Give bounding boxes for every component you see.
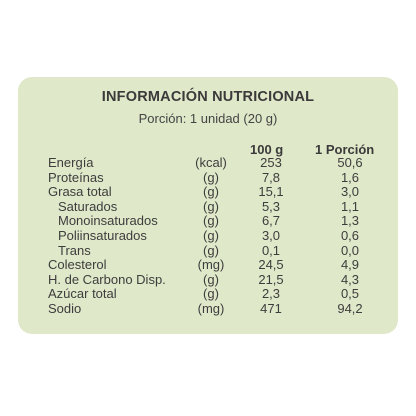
value-portion: 0,6 <box>340 227 360 243</box>
value-portion: 0,5 <box>340 286 360 302</box>
nutrient-row-sodio: Sodio (mg) 471 94,2 <box>18 300 398 317</box>
value-100g: 6,7 <box>261 213 281 229</box>
nutrient-name: Sodio <box>48 300 82 316</box>
value-portion: 3,0 <box>340 184 360 200</box>
nutrient-unit: (g) <box>203 242 219 258</box>
nutrient-unit: (g) <box>203 184 219 200</box>
column-header-100g: 100 g <box>250 142 284 157</box>
nutrient-unit: (mg) <box>197 257 225 273</box>
nutrient-name: Azúcar total <box>48 286 117 302</box>
value-100g: 2,3 <box>261 286 281 302</box>
nutrient-row-proteinas: Proteínas (g) 7,8 1,6 <box>18 169 398 186</box>
nutrient-unit: (g) <box>203 213 219 229</box>
nutrient-row-trans: Trans (g) 0,1 0,0 <box>18 242 398 259</box>
value-portion: 94,2 <box>337 300 363 316</box>
value-100g: 21,5 <box>258 271 284 287</box>
nutrient-unit: (kcal) <box>195 155 227 170</box>
value-portion: 1,1 <box>340 198 360 214</box>
value-100g: 253 <box>260 155 282 170</box>
portion-size: Porción: 1 unidad (20 g) <box>138 111 278 126</box>
nutrient-row-energia: Energía (kcal) 253 50,6 <box>18 155 398 171</box>
column-header-portion: 1 Porción <box>315 142 375 157</box>
nutrient-unit: (mg) <box>197 300 225 316</box>
value-100g: 3,0 <box>261 227 281 243</box>
nutrient-name: Poliinsaturados <box>58 227 147 243</box>
nutrient-name: Saturados <box>58 198 118 214</box>
nutrient-unit: (g) <box>203 227 219 243</box>
value-100g: 0,1 <box>261 242 281 258</box>
nutrient-name: H. de Carbono Disp. <box>48 271 166 287</box>
nutrient-row-colesterol: Colesterol (mg) 24,5 4,9 <box>18 258 398 273</box>
nutrient-name: Energía <box>48 155 94 170</box>
value-100g: 5,3 <box>261 198 281 214</box>
value-100g: 24,5 <box>258 257 284 273</box>
nutrient-name: Grasa total <box>48 184 112 200</box>
value-portion: 0,0 <box>340 242 360 258</box>
nutrient-row-azucar-total: Azúcar total (g) 2,3 0,5 <box>18 287 398 302</box>
value-portion: 4,9 <box>340 257 360 273</box>
value-100g: 7,8 <box>261 169 281 185</box>
nutrient-table: Energía (kcal) 253 50,6 Proteínas (g) 7,… <box>18 155 398 317</box>
nutrient-unit: (g) <box>203 198 219 214</box>
nutrient-name: Trans <box>58 242 91 258</box>
nutrient-row-carbohidratos: H. de Carbono Disp. (g) 21,5 4,3 <box>18 271 398 288</box>
value-100g: 471 <box>260 300 282 316</box>
value-portion: 1,6 <box>340 169 360 185</box>
nutrient-name: Monoinsaturados <box>58 213 158 229</box>
nutrient-row-grasa-total: Grasa total (g) 15,1 3,0 <box>18 185 398 200</box>
value-portion: 50,6 <box>337 155 363 170</box>
value-portion: 4,3 <box>340 271 360 287</box>
nutrient-unit: (g) <box>203 271 219 287</box>
nutrient-name: Proteínas <box>48 169 104 185</box>
nutrition-facts-panel: INFORMACIÓN NUTRICIONAL Porción: 1 unida… <box>18 77 398 334</box>
label-title: INFORMACIÓN NUTRICIONAL <box>101 89 315 105</box>
nutrient-name: Colesterol <box>48 257 107 273</box>
value-100g: 15,1 <box>258 184 284 200</box>
nutrient-row-poliinsaturados: Poliinsaturados (g) 3,0 0,6 <box>18 227 398 244</box>
nutrient-row-saturados: Saturados (g) 5,3 1,1 <box>18 198 398 215</box>
value-portion: 1,3 <box>340 213 360 229</box>
nutrient-unit: (g) <box>203 169 219 185</box>
nutrient-row-monoinsaturados: Monoinsaturados (g) 6,7 1,3 <box>18 214 398 229</box>
nutrient-unit: (g) <box>203 286 219 302</box>
